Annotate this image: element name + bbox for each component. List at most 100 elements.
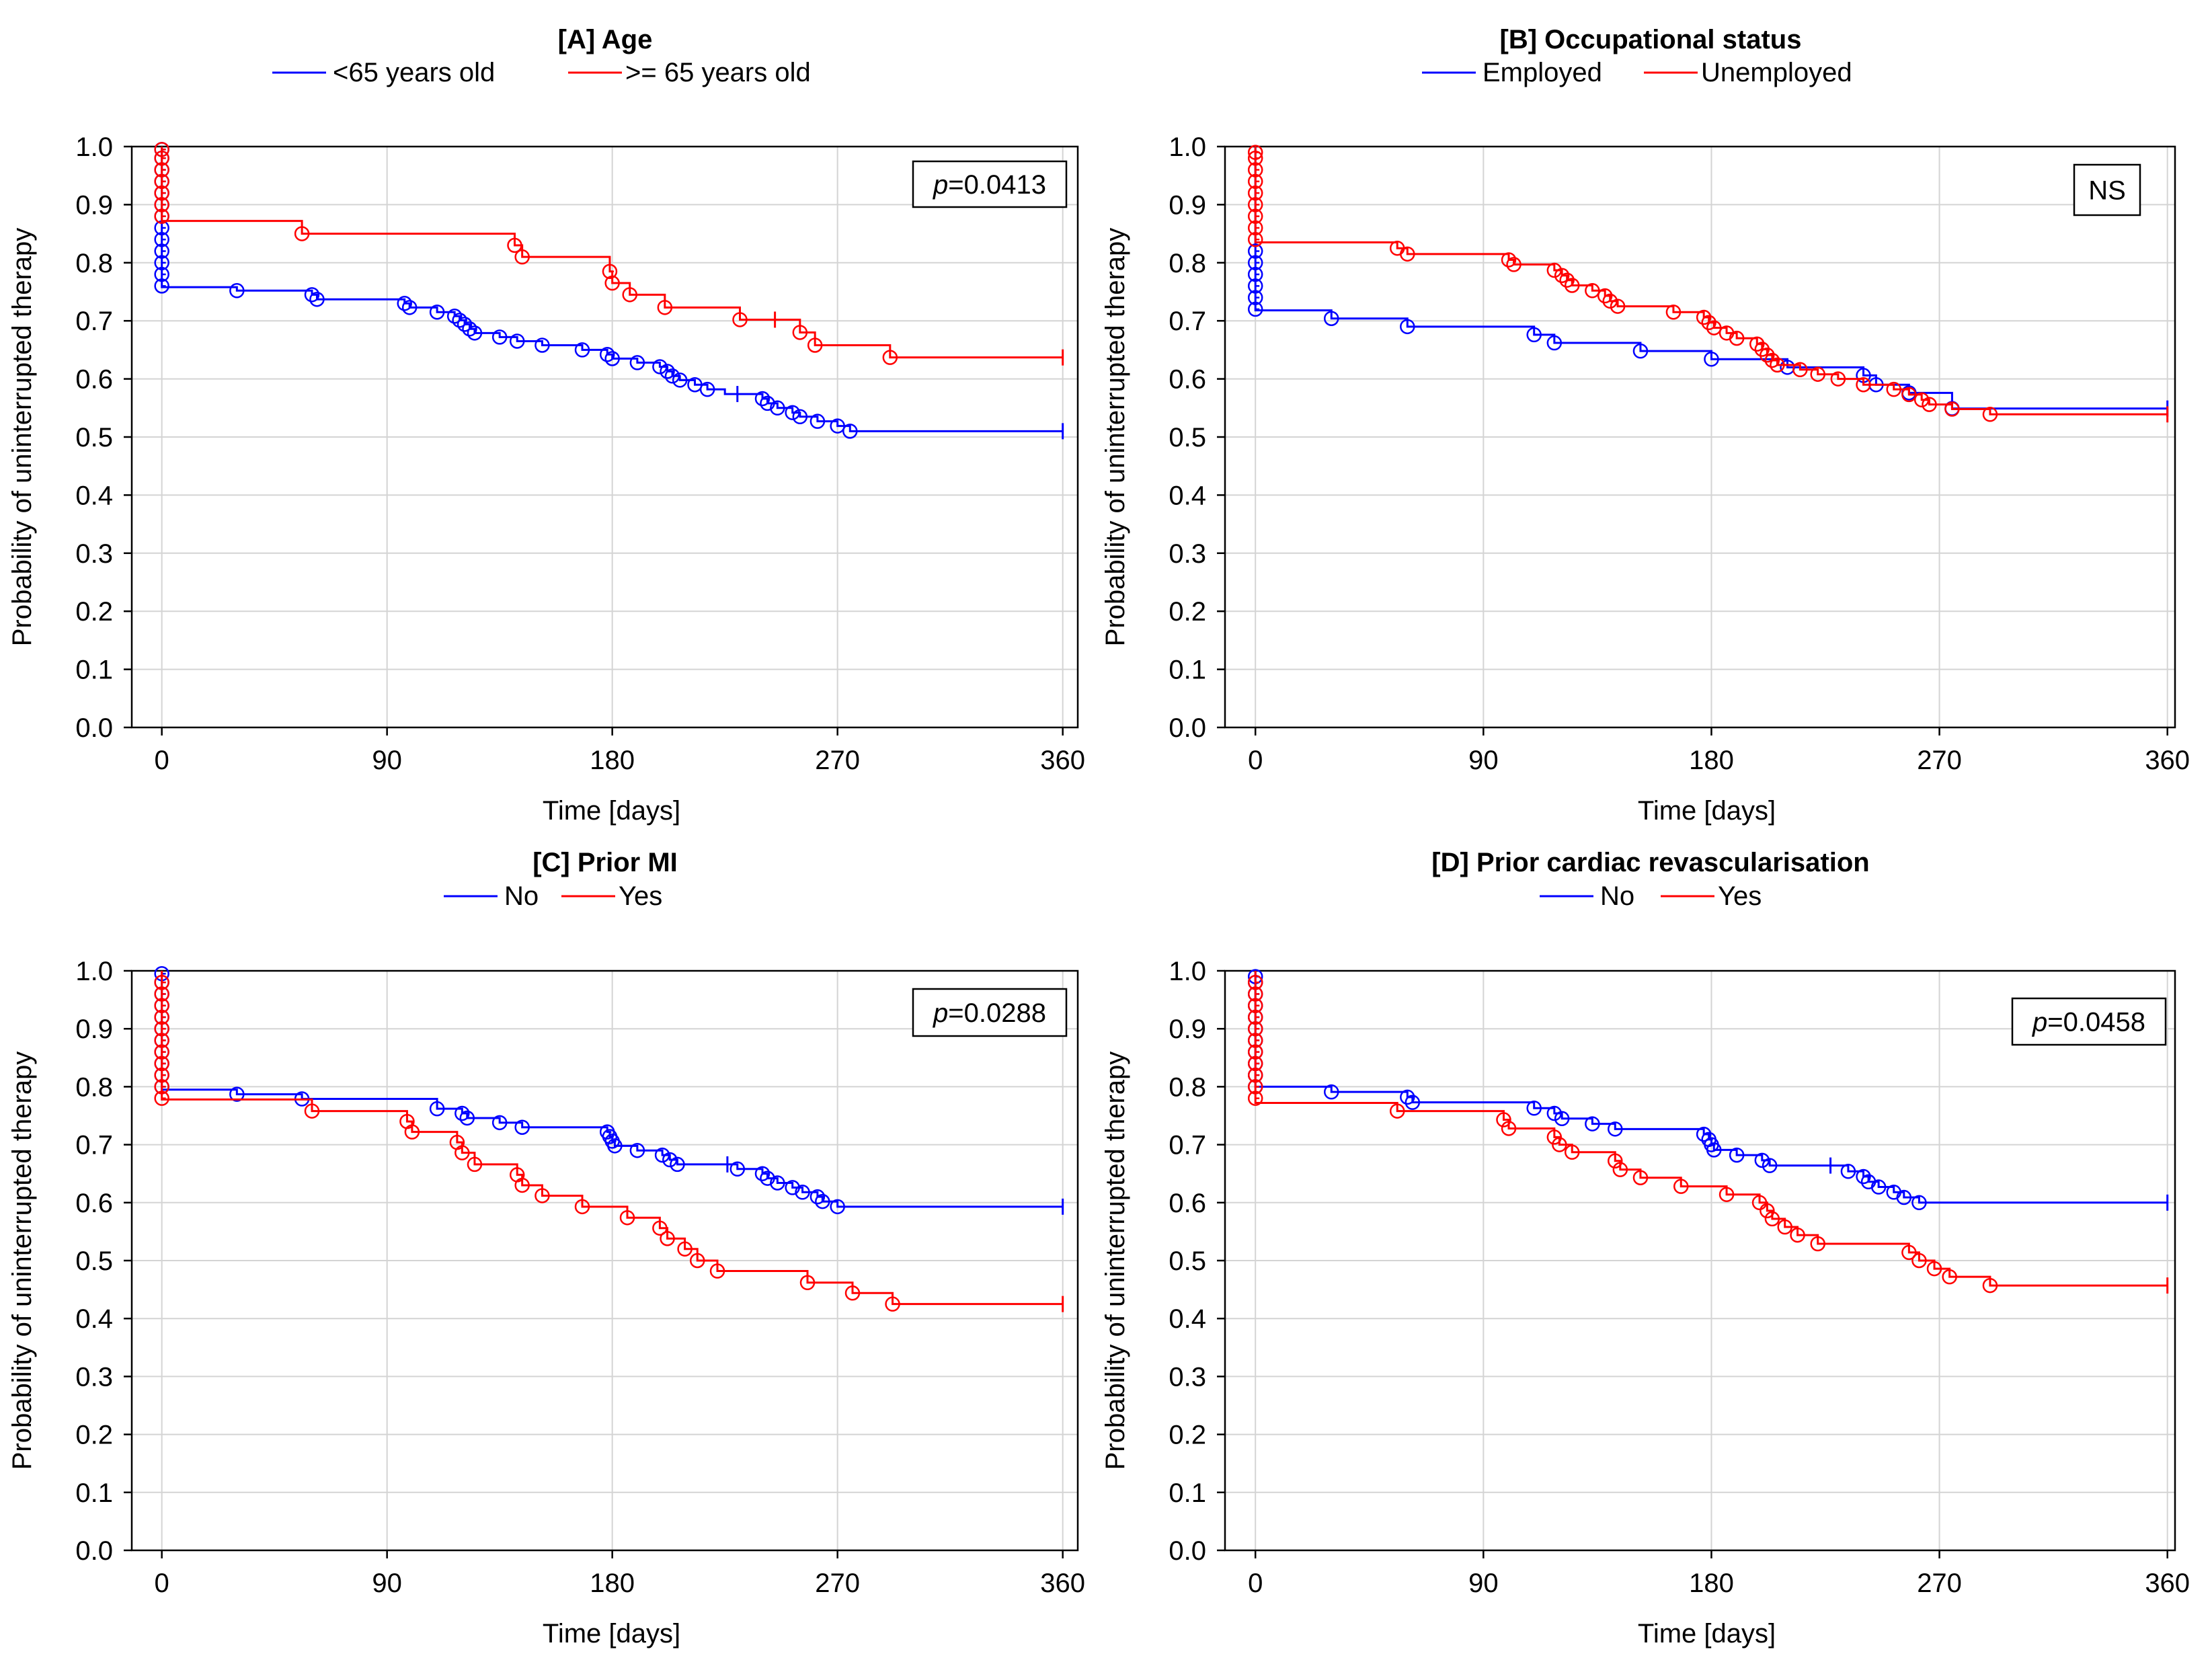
y-axis-label: Probability of uninterrupted therapy (7, 1051, 37, 1470)
event-marker (452, 313, 467, 328)
event-marker (1546, 335, 1563, 351)
event-marker (1247, 1079, 1263, 1095)
p-value-frame (912, 988, 1068, 1037)
event-marker (1701, 315, 1716, 331)
y-tick-label: 0.7 (75, 307, 113, 336)
event-marker (629, 1142, 645, 1158)
event-marker (815, 1193, 830, 1209)
x-tick-label: 360 (2145, 746, 2190, 775)
event-marker (622, 287, 637, 303)
event-marker (1911, 1195, 1927, 1211)
event-marker (785, 1180, 800, 1195)
event-marker (397, 296, 412, 311)
x-tick-label: 360 (1040, 746, 1085, 775)
event-marker (1247, 185, 1263, 201)
event-marker (1247, 974, 1263, 990)
event-marker (154, 255, 169, 271)
event-marker (1665, 304, 1682, 320)
event-marker (1247, 197, 1263, 212)
p-value-box: NS (2073, 163, 2141, 216)
event-marker (760, 395, 775, 411)
event-marker (154, 998, 169, 1013)
event-marker (1526, 327, 1542, 343)
y-tick-label: 0.2 (75, 1421, 113, 1450)
gridlines (1225, 970, 2175, 1551)
event-marker (1400, 1089, 1415, 1105)
event-marker (154, 162, 169, 177)
km-panel-c: [C] Prior MI No Yes 0 90 180 270 360 0.0 0.1 0.2 0.… (7, 848, 1085, 1649)
y-tick-label: 0.6 (1169, 365, 1206, 395)
event-marker (1554, 1111, 1570, 1127)
y-tick-label: 0.1 (75, 656, 113, 685)
x-axis-label: Time [days] (543, 796, 680, 826)
event-marker (154, 986, 169, 1002)
series-red (154, 142, 1064, 366)
event-marker (1546, 1129, 1563, 1145)
event-marker (604, 351, 620, 366)
p-value-text: NS (2088, 176, 2126, 206)
event-marker (1405, 1095, 1421, 1110)
event-marker (599, 347, 615, 362)
series-blue (1247, 147, 2169, 417)
event-marker (514, 1177, 530, 1193)
event-marker (154, 151, 169, 166)
event-marker (1830, 371, 1846, 387)
event-marker (304, 1103, 320, 1119)
y-axis-label: Probability of uninterrupted therapy (7, 228, 37, 647)
legend-label: No (504, 881, 539, 911)
x-axis-label: Time [days] (543, 1619, 680, 1649)
event-marker (770, 400, 785, 416)
event-marker (1944, 401, 1960, 417)
km-panel-d: [D] Prior cardiac revascularisation No Yes… (1101, 848, 2190, 1649)
y-axis-label: Probability of uninterrupted therapy (1101, 1051, 1130, 1470)
event-marker (1729, 1147, 1745, 1163)
x-tick-label: 90 (372, 746, 402, 775)
y-tick-label: 0.9 (1169, 1015, 1206, 1044)
x-tick-label: 0 (1248, 746, 1263, 775)
y-tick-label: 0.0 (1169, 1536, 1206, 1566)
x-tick-label: 0 (155, 1568, 169, 1598)
y-tick-label: 0.8 (75, 1072, 113, 1102)
x-tick-label: 0 (1248, 1568, 1263, 1598)
event-marker (154, 1044, 169, 1060)
event-marker (607, 1138, 623, 1154)
event-marker (1496, 1112, 1511, 1127)
event-marker (672, 372, 688, 388)
event-marker (1886, 381, 1902, 397)
event-marker (1546, 1105, 1563, 1121)
event-marker (1790, 1227, 1805, 1243)
event-marker (514, 249, 530, 265)
event-marker (1760, 347, 1775, 363)
event-marker (1247, 301, 1263, 317)
event-marker (154, 1079, 169, 1095)
event-marker (1901, 1244, 1917, 1261)
x-tick-label: 180 (590, 746, 635, 775)
event-marker (154, 197, 169, 212)
y-tick-label: 0.9 (75, 1015, 113, 1044)
event-marker (689, 1253, 705, 1269)
event-marker (1982, 1277, 1998, 1294)
event-marker (1247, 1021, 1263, 1037)
event-marker (795, 1185, 810, 1200)
event-marker (455, 1105, 470, 1121)
event-marker (467, 325, 483, 341)
y-tick-label: 0.0 (75, 713, 113, 743)
event-marker (1729, 330, 1745, 346)
event-marker (799, 1275, 816, 1291)
y-tick-label: 0.6 (1169, 1189, 1206, 1218)
event-marker (1719, 1187, 1735, 1202)
event-marker (729, 1161, 746, 1177)
y-tick-label: 0.6 (75, 365, 113, 395)
event-marker (1324, 311, 1339, 326)
event-marker (1913, 392, 1930, 407)
event-marker (154, 142, 169, 157)
event-marker (1602, 293, 1618, 309)
y-tick-label: 0.7 (1169, 307, 1206, 336)
y-tick-label: 0.8 (1169, 1072, 1206, 1102)
event-marker (507, 237, 522, 253)
y-tick-label: 0.3 (1169, 539, 1206, 569)
y-tick-label: 0.2 (75, 597, 113, 627)
event-marker (1770, 357, 1785, 373)
p-value-box: p=0.0458 (2011, 997, 2167, 1046)
event-marker (1247, 1009, 1263, 1025)
